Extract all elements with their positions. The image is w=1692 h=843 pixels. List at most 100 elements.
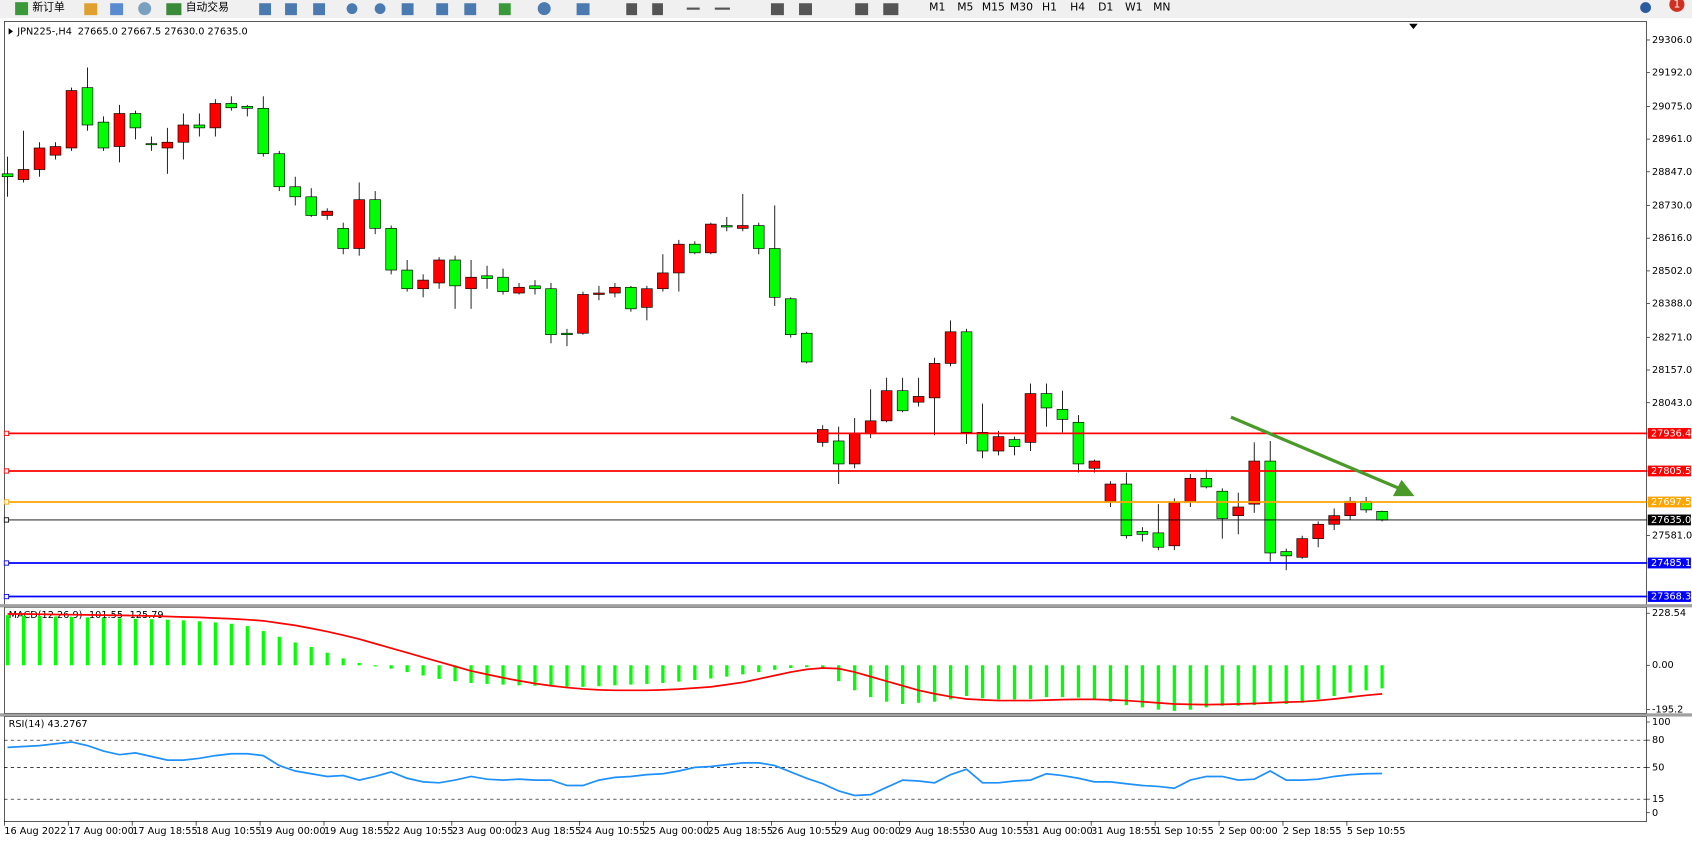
icon[interactable] [498,3,511,16]
macd-bar [453,665,457,682]
icon[interactable] [313,3,326,16]
macd-bar [533,665,537,686]
x-tick-label: 17 Aug 18:55 [132,826,198,837]
candle-body [1216,490,1228,519]
icon[interactable] [110,3,124,16]
macd-bar [549,665,553,687]
candle-body [864,420,877,435]
search[interactable] [1640,2,1651,13]
macd-bar [69,616,74,666]
timeframe[interactable]: W1 [1125,1,1143,14]
icon[interactable] [714,7,730,10]
candle-body [497,276,509,292]
macd-bar [932,665,937,702]
icon[interactable] [285,3,297,16]
panel-title: RSI(14) 43.2767 [9,719,88,730]
timeframe[interactable]: H1 [1042,1,1057,14]
candle-body [353,199,365,249]
timeframe[interactable]: H4 [1070,1,1085,14]
timeframe[interactable]: M5 [957,1,973,14]
new-order-icon[interactable] [15,2,29,16]
candle-body [1248,460,1260,505]
y-tick-label: 228.54 [1652,608,1686,619]
line-handle [3,517,10,523]
candle-body [1088,460,1101,469]
timeframe[interactable]: M1 [929,1,945,14]
icon[interactable] [770,3,784,16]
timeframe[interactable]: M15 [982,1,1005,14]
icon[interactable] [346,3,358,15]
macd-bar [693,665,697,681]
candle-body [928,363,941,399]
x-tick-label: 26 Aug 10:55 [772,826,838,837]
x-tick-label: 23 Aug 18:55 [516,826,582,837]
icon[interactable] [84,3,98,16]
macd-bar [741,665,745,675]
icon[interactable] [576,3,590,16]
x-tick-label: 22 Aug 10:55 [388,826,454,837]
candle-body [832,440,845,465]
macd-bar [996,665,1001,700]
x-tick-label: 29 Aug 18:55 [899,826,965,837]
notification[interactable] [1669,0,1685,12]
y-tick-label: 0 [1652,808,1658,819]
candle-body [145,143,158,146]
auto-trading-icon[interactable] [166,3,182,16]
icon[interactable] [686,7,700,10]
y-tick-label: 28730.0 [1652,200,1692,211]
y-tick-label: 28847.0 [1652,167,1692,178]
macd-bar [597,665,601,687]
macd-bar [629,665,633,685]
macd-bar [37,616,42,666]
macd-bar [197,621,201,666]
x-tick-label: 2 Sep 18:55 [1283,826,1342,837]
candle-body [657,272,669,290]
icon[interactable] [464,3,477,16]
macd-bar [613,665,617,686]
x-tick-label: 31 Aug 00:00 [1027,826,1093,837]
candle-body [1120,483,1133,537]
candle-body [848,433,861,465]
icon[interactable] [652,3,663,16]
candle-body [337,228,349,249]
candle-body [81,87,94,126]
y-tick-label: 29192.0 [1652,68,1692,79]
y-tick-label: 28043.0 [1652,398,1692,409]
candle-body [225,103,238,109]
y-tick-label: 27581.0 [1652,530,1692,541]
y-tick-label: 28271.0 [1652,332,1692,343]
icon[interactable] [138,2,152,16]
icon[interactable] [436,3,449,16]
candle-body [800,332,813,363]
auto-trading[interactable]: 自动交易 [186,0,229,14]
timeframes: M1 M5 M15 M30 H1 H4 D1 W1 MN [929,1,1170,14]
new-order[interactable]: 新订单 [32,0,65,14]
toolbar: 新订单 自动交易 1 [0,0,1692,19]
candle-body [1232,506,1244,516]
icon[interactable] [259,3,272,16]
timeframe[interactable]: MN [1153,1,1170,14]
macd-bar [21,615,26,666]
macd-bar [661,665,665,684]
candle-body [1184,477,1197,502]
candle-body [1168,502,1181,547]
candle-body [1280,551,1292,557]
timeframe[interactable]: M30 [1010,1,1033,14]
icon[interactable] [626,3,638,16]
macd-bar [1076,665,1081,698]
icon[interactable] [401,3,414,16]
timeframe[interactable]: D1 [1098,1,1113,14]
icon[interactable] [537,2,551,16]
icon[interactable] [883,3,899,16]
candle-body [241,106,254,109]
y-tick-label: 80 [1652,735,1664,746]
price-label-bg [1647,514,1691,526]
macd-bar [133,618,138,666]
candle-body [209,103,222,129]
macd-bar [389,665,393,669]
icon[interactable] [799,3,812,16]
macd-bar [916,665,921,703]
icon[interactable] [855,3,869,16]
x-tick-label: 30 Aug 10:55 [963,826,1029,837]
icon[interactable] [374,3,386,15]
